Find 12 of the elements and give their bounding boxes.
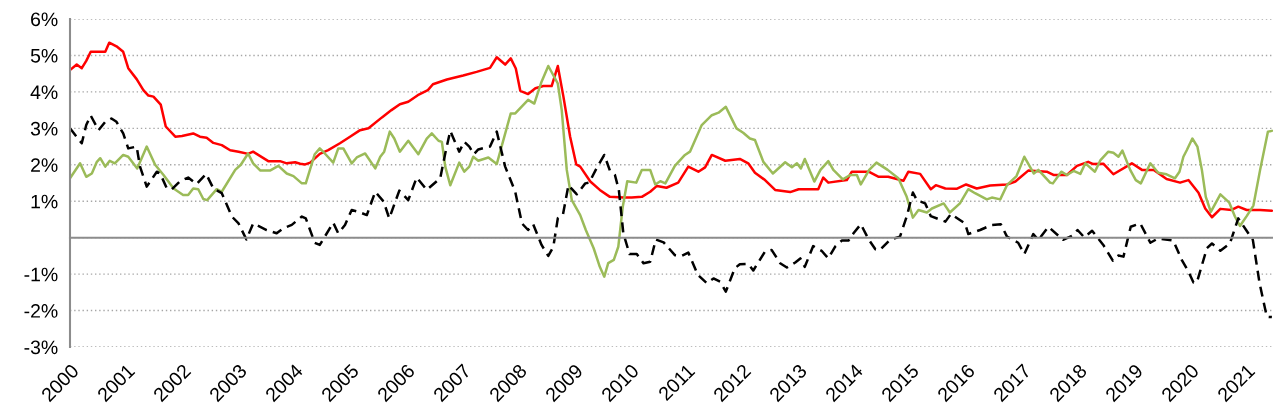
y-tick-label: 4% [30, 85, 58, 100]
y-tick-label: -1% [24, 267, 58, 282]
line-series [70, 41, 1273, 219]
y-tick-label: 2% [31, 158, 58, 172]
y-tick-label: 1% [31, 194, 58, 209]
y-tick-label: 6% [31, 12, 58, 27]
y-tick-label: -2% [24, 304, 58, 318]
y-tick-label: 3% [30, 121, 58, 136]
line-series [70, 64, 1273, 278]
y-tick-label: 5% [30, 49, 58, 63]
line-series [70, 114, 1273, 319]
y-tick-label: -3% [24, 340, 58, 355]
